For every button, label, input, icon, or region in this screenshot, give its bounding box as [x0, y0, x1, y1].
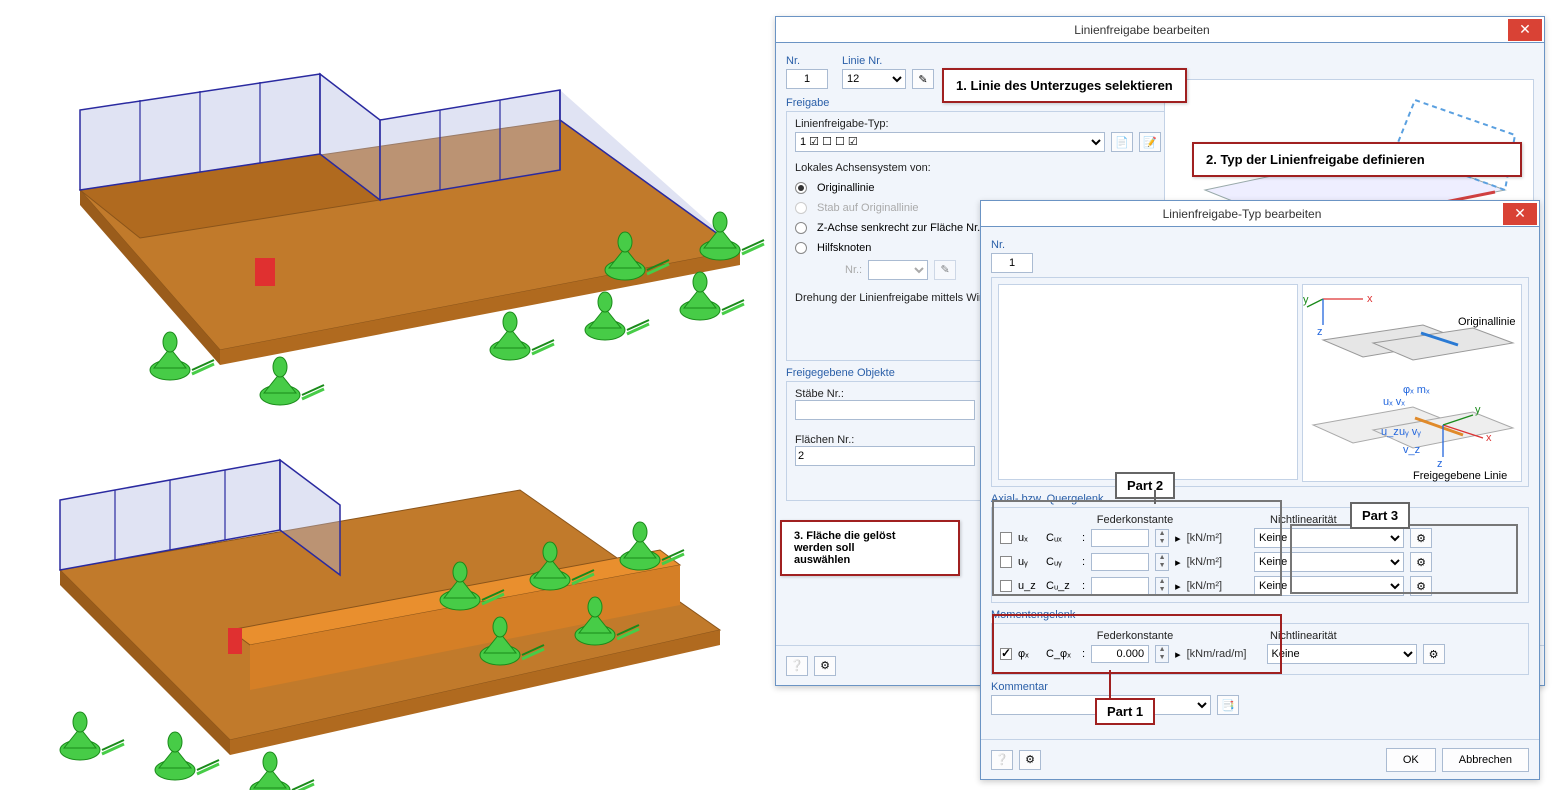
linie-nr-select[interactable]: 12 [842, 69, 906, 89]
dialog2-title: Linienfreigabe-Typ bearbeiten [981, 207, 1503, 221]
check-phix[interactable] [1000, 648, 1012, 660]
svg-text:φₓ mₓ: φₓ mₓ [1403, 384, 1430, 396]
feder-label: Federkonstante [1000, 514, 1270, 526]
nl-ux-select[interactable]: Keine [1254, 528, 1404, 548]
nl-uz-edit-icon[interactable]: ⚙ [1410, 576, 1432, 596]
ok-button[interactable]: OK [1386, 748, 1436, 772]
svg-text:z: z [1317, 326, 1323, 338]
svg-text:v_z: v_z [1403, 444, 1420, 456]
axial-heading: Axial- bzw. Quergelenk [991, 493, 1529, 505]
nl-phix-select[interactable]: Keine [1267, 644, 1417, 664]
titlebar: Linienfreigabe bearbeiten ✕ [776, 17, 1544, 43]
nl-ux-edit-icon[interactable]: ⚙ [1410, 528, 1432, 548]
help-icon-2[interactable]: ❔ [991, 750, 1013, 770]
nl-phix-edit-icon[interactable]: ⚙ [1423, 644, 1445, 664]
svg-text:y: y [1475, 404, 1481, 416]
check-uy[interactable] [1000, 556, 1012, 568]
svg-text:uₓ vₓ: uₓ vₓ [1383, 396, 1405, 408]
cuy-spin[interactable]: ▲▼ [1155, 553, 1169, 571]
flachen-input[interactable] [795, 446, 975, 466]
tag-part3: Part 3 [1350, 502, 1410, 529]
callout-2: 2. Typ der Linienfreigabe definieren [1192, 142, 1522, 177]
svg-text:x: x [1486, 432, 1492, 444]
close-button[interactable]: ✕ [1508, 19, 1542, 41]
svg-text:Freigegebene Linie: Freigegebene Linie [1413, 470, 1507, 482]
typ-edit-icon[interactable]: 📝 [1139, 132, 1161, 152]
pick-node-icon: ✎ [934, 260, 956, 280]
nr-small-select [868, 260, 928, 280]
nl-uy-edit-icon[interactable]: ⚙ [1410, 552, 1432, 572]
model-viewport [0, 0, 770, 790]
dialog-line-release-type: Linienfreigabe-Typ bearbeiten ✕ Nr. x y … [980, 200, 1540, 780]
moment-heading: Momentengelenk [991, 609, 1529, 621]
svg-text:x: x [1367, 293, 1373, 305]
svg-text:y: y [1303, 294, 1309, 306]
linie-nr-label: Linie Nr. [842, 55, 934, 67]
nr-input[interactable] [786, 69, 828, 89]
dialog-title: Linienfreigabe bearbeiten [776, 23, 1508, 37]
cuz-spin[interactable]: ▲▼ [1155, 577, 1169, 595]
kommentar-lib-icon[interactable]: 📑 [1217, 695, 1239, 715]
cancel-button[interactable]: Abbrechen [1442, 748, 1529, 772]
nr2-label: Nr. [991, 239, 1529, 251]
cux-spin[interactable]: ▲▼ [1155, 529, 1169, 547]
cphix-input[interactable] [1091, 645, 1149, 663]
typ-new-icon[interactable]: 📄 [1111, 132, 1133, 152]
svg-text:Originallinie: Originallinie [1458, 316, 1515, 328]
check-ux[interactable] [1000, 532, 1012, 544]
svg-text:u_z: u_z [1381, 426, 1399, 438]
svg-text:z: z [1437, 458, 1443, 470]
help-icon[interactable]: ❔ [786, 656, 808, 676]
axis-diagram: x y z Originallinie φₓ mₓ uₓ vₓ [1302, 284, 1522, 482]
settings-icon[interactable]: ⚙ [814, 656, 836, 676]
nr-label: Nr. [786, 55, 828, 67]
nr-small-label: Nr.: [845, 260, 862, 280]
cphix-spin[interactable]: ▲▼ [1155, 645, 1169, 663]
typ-select[interactable]: 1 ☑ ☐ ☐ ☑ [795, 132, 1105, 152]
description-area [998, 284, 1298, 480]
nl-uz-select[interactable]: Keine [1254, 576, 1404, 596]
settings-icon-2[interactable]: ⚙ [1019, 750, 1041, 770]
callout-1: 1. Linie des Unterzuges selektieren [942, 68, 1187, 103]
callout-3: 3. Fläche die gelöst werden soll auswähl… [780, 520, 960, 576]
stabe-input[interactable] [795, 400, 975, 420]
titlebar2: Linienfreigabe-Typ bearbeiten ✕ [981, 201, 1539, 227]
close-button-2[interactable]: ✕ [1503, 203, 1537, 225]
pick-line-icon[interactable]: ✎ [912, 69, 934, 89]
check-uz[interactable] [1000, 580, 1012, 592]
nl-uy-select[interactable]: Keine [1254, 552, 1404, 572]
svg-text:uᵧ vᵧ: uᵧ vᵧ [1399, 426, 1421, 438]
cuy-input[interactable] [1091, 553, 1149, 571]
cuz-input[interactable] [1091, 577, 1149, 595]
cux-input[interactable] [1091, 529, 1149, 547]
tag-part1: Part 1 [1095, 698, 1155, 725]
tag-part2: Part 2 [1115, 472, 1175, 499]
nr2-input[interactable] [991, 253, 1033, 273]
kommentar-heading: Kommentar [991, 681, 1529, 693]
